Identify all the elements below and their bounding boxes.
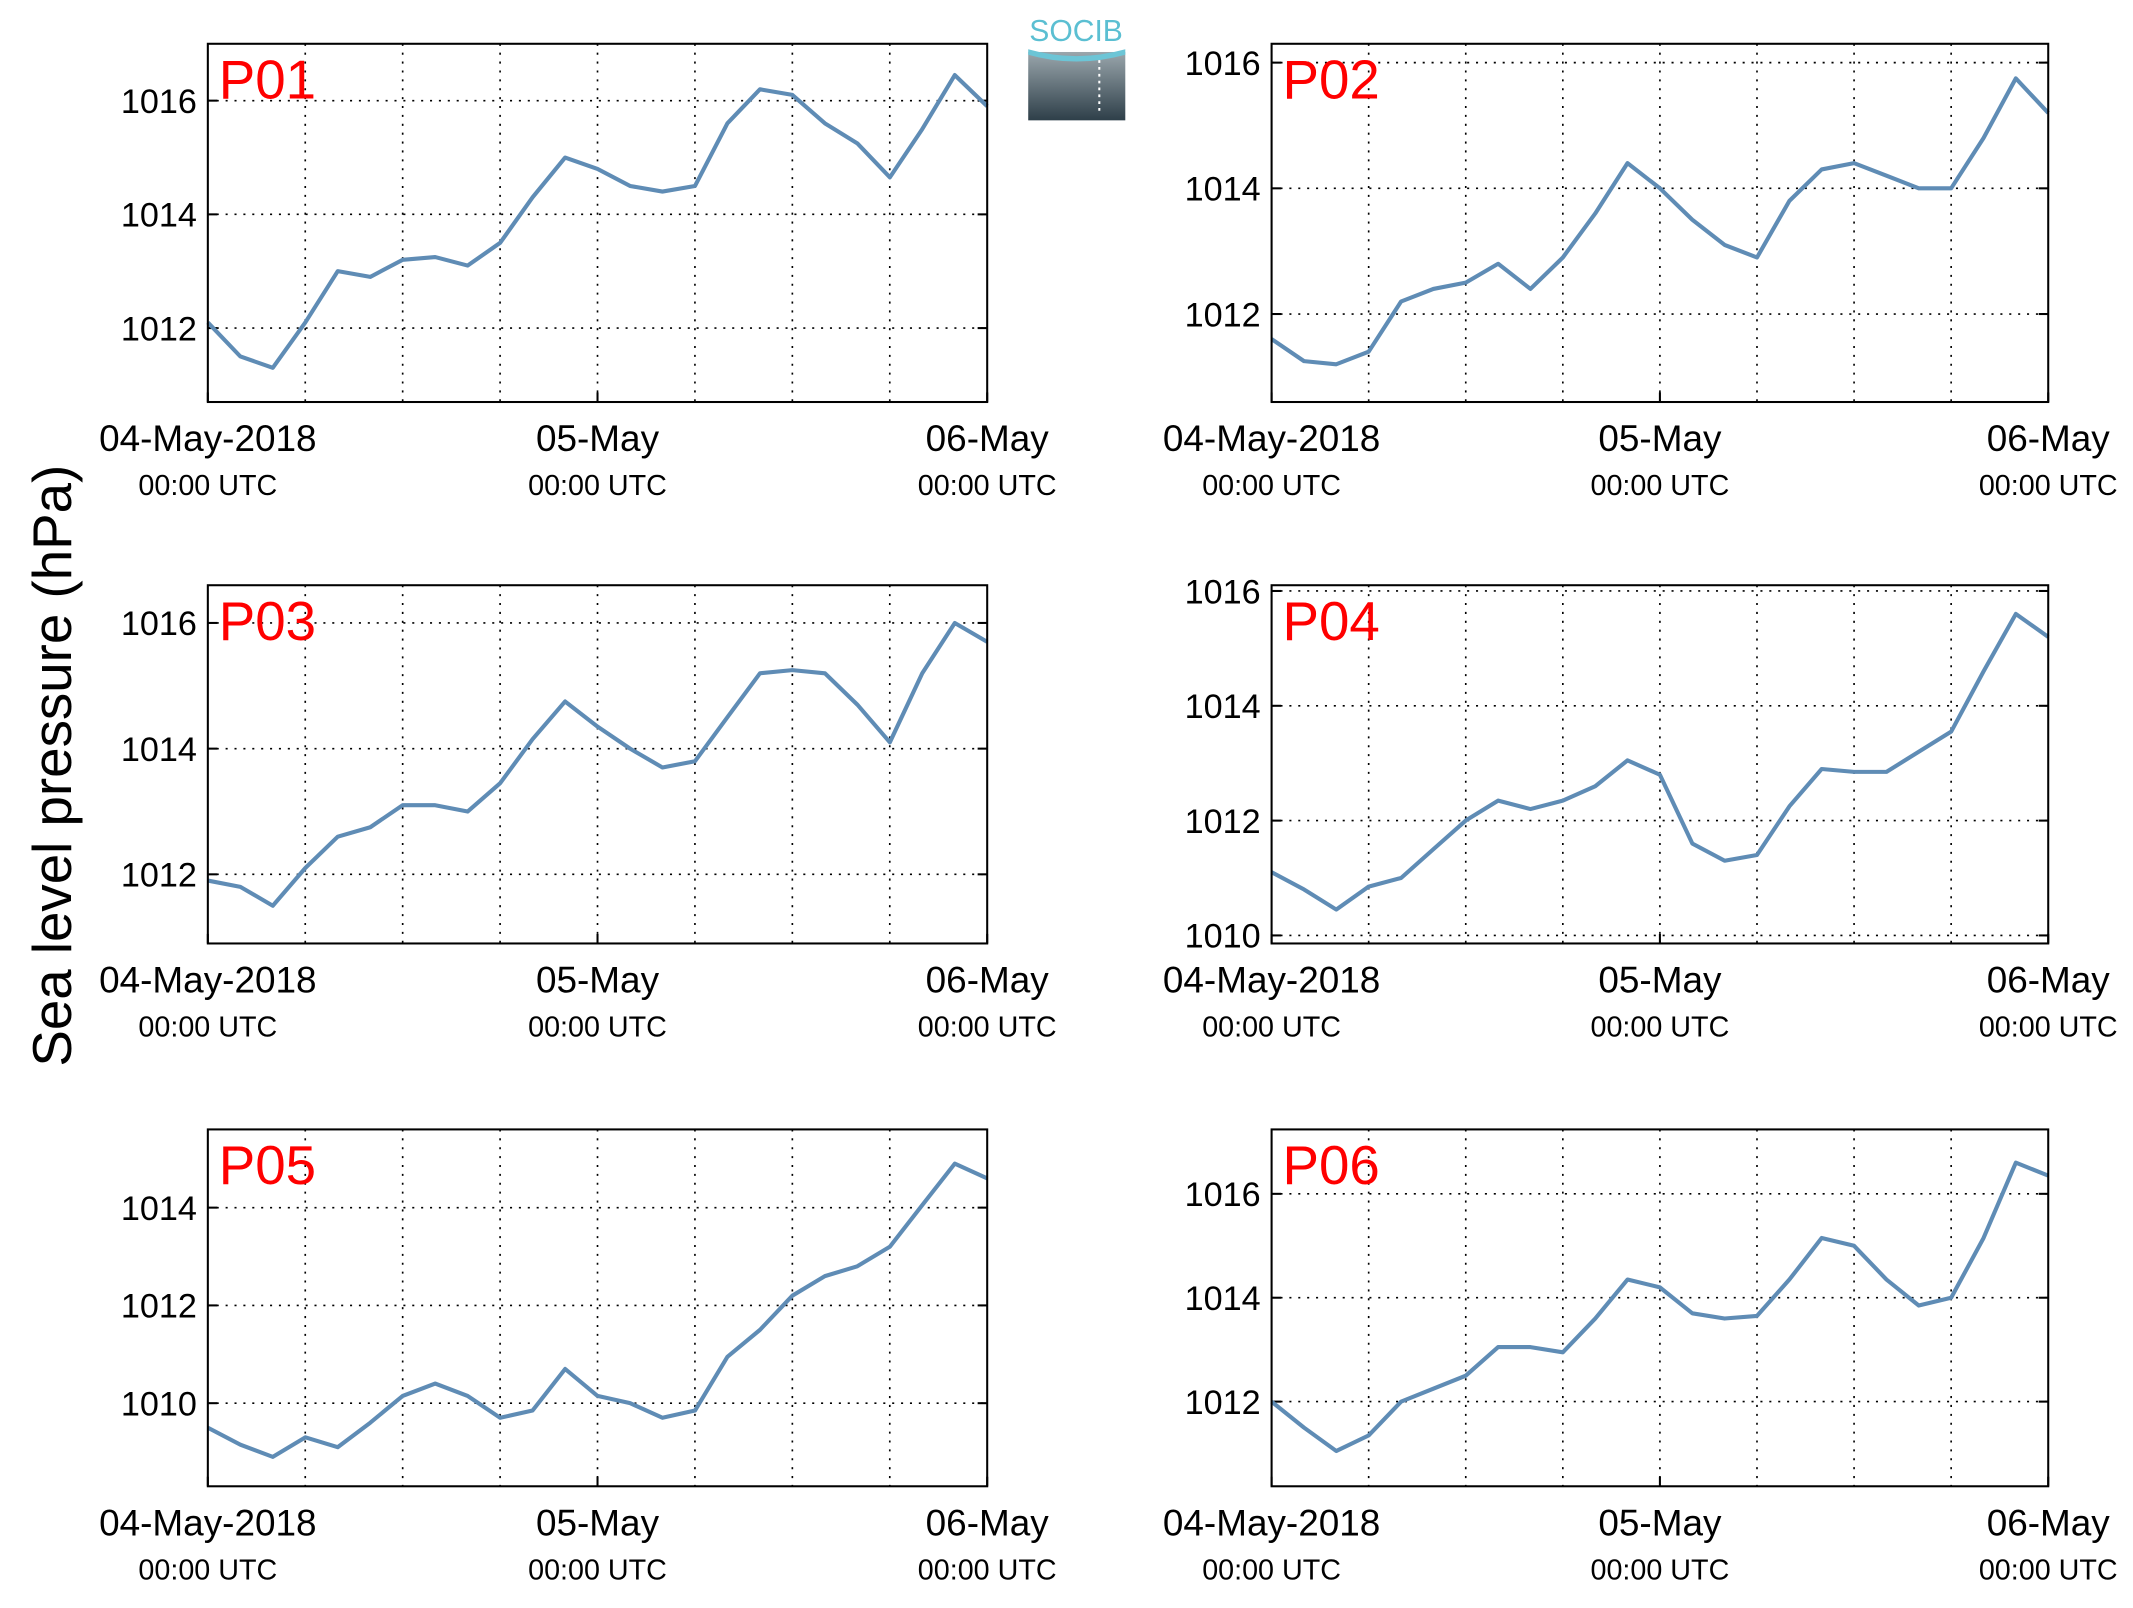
x-tick-label: 06-May: [926, 960, 1050, 1001]
y-tick-label: 1014: [1185, 171, 1261, 209]
y-tick-label: 1012: [121, 857, 197, 895]
y-tick-label: 1012: [1185, 1384, 1261, 1422]
x-tick-label: 05-May: [1598, 960, 1722, 1001]
plot-frame: [1270, 584, 2050, 945]
x-tick-sublabel: 00:00 UTC: [1202, 470, 1341, 502]
y-tick-label: 1016: [121, 605, 197, 643]
plot-frame: [1270, 1128, 2050, 1488]
plot-frame: [206, 1128, 989, 1488]
y-tick-label: 1010: [121, 1385, 197, 1423]
panel: 1012 1014 1016 04-May-2018 00:00 UTC 05-May 00…: [1163, 1128, 2118, 1586]
x-tick-label: 04-May-2018: [99, 418, 316, 459]
y-tick-label: 1012: [121, 1288, 197, 1326]
x-tick-sublabel: 00:00 UTC: [138, 470, 277, 502]
x-tick-label: 05-May: [1598, 1503, 1722, 1544]
logo-text: SOCIB: [1029, 15, 1123, 48]
x-tick-label: 05-May: [1598, 418, 1722, 459]
y-tick-label: 1014: [1185, 1280, 1261, 1318]
x-tick-sublabel: 00:00 UTC: [1591, 1554, 1730, 1586]
series-line: [1270, 76, 2050, 367]
y-tick-label: 1016: [1185, 573, 1261, 611]
x-tick-label: 05-May: [536, 960, 660, 1001]
x-tick-sublabel: 00:00 UTC: [1979, 1554, 2118, 1586]
plot-frame: [1270, 42, 2050, 404]
x-tick-label: 06-May: [1987, 1503, 2111, 1544]
panel-title: P05: [219, 1134, 316, 1196]
series-line: [1270, 611, 2050, 912]
panel-title: P01: [219, 48, 316, 110]
y-tick-label: 1012: [121, 310, 197, 348]
panel: 1010 1012 1014 04-May-2018 00:00 UTC 05-May 00…: [99, 1128, 1057, 1586]
x-tick-label: 06-May: [1987, 960, 2111, 1001]
x-tick-sublabel: 00:00 UTC: [918, 1554, 1057, 1586]
series-line: [206, 1161, 989, 1459]
series-line: [1270, 1160, 2049, 1454]
x-tick-sublabel: 00:00 UTC: [138, 1554, 277, 1586]
series-line: [207, 620, 989, 908]
x-tick-sublabel: 00:00 UTC: [528, 1011, 667, 1043]
x-tick-sublabel: 00:00 UTC: [1979, 1011, 2118, 1043]
panel-title: P03: [219, 590, 316, 652]
y-tick-label: 1014: [121, 1190, 197, 1228]
x-tick-label: 04-May-2018: [1163, 418, 1380, 459]
y-tick-label: 1014: [1185, 688, 1261, 726]
panel: 1012 1014 1016 04-May-2018 00:00 UTC 05-May 00…: [99, 42, 1057, 502]
x-tick-label: 06-May: [926, 1503, 1050, 1544]
x-tick-label: 04-May-2018: [1163, 960, 1380, 1001]
x-tick-sublabel: 00:00 UTC: [1979, 470, 2118, 502]
logo-block: [1028, 51, 1126, 121]
x-tick-label: 04-May-2018: [99, 1503, 316, 1544]
y-axis-label: Sea level pressure (hPa): [21, 465, 83, 1067]
panel: 1010 1012 1014 1016 04-May-2018 00:00 UTC 05-M…: [1163, 573, 2118, 1043]
x-tick-sublabel: 00:00 UTC: [528, 470, 667, 502]
x-tick-label: 05-May: [536, 418, 660, 459]
y-tick-label: 1012: [1185, 803, 1261, 841]
y-tick-label: 1016: [1185, 1176, 1261, 1214]
series-line: [206, 73, 989, 370]
panel-title: P02: [1283, 48, 1380, 110]
x-tick-sublabel: 00:00 UTC: [138, 1011, 277, 1043]
x-tick-sublabel: 00:00 UTC: [1591, 1011, 1730, 1043]
panel-title: P06: [1283, 1134, 1380, 1196]
x-tick-sublabel: 00:00 UTC: [918, 470, 1057, 502]
y-tick-label: 1016: [1185, 45, 1261, 83]
logo-wave: [1028, 49, 1126, 62]
x-tick-label: 04-May-2018: [99, 960, 316, 1001]
x-tick-label: 05-May: [536, 1503, 660, 1544]
y-tick-label: 1010: [1185, 918, 1261, 956]
plot-frame: [206, 584, 989, 945]
x-tick-sublabel: 00:00 UTC: [1202, 1554, 1341, 1586]
x-tick-sublabel: 00:00 UTC: [1202, 1011, 1341, 1043]
panel: 1012 1014 1016 04-May-2018 00:00 UTC 05-May 00…: [99, 584, 1057, 1043]
x-tick-sublabel: 00:00 UTC: [1591, 470, 1730, 502]
y-tick-label: 1016: [121, 83, 197, 121]
x-tick-label: 06-May: [1987, 418, 2111, 459]
x-tick-sublabel: 00:00 UTC: [918, 1011, 1057, 1043]
x-tick-label: 04-May-2018: [1163, 1503, 1380, 1544]
x-tick-sublabel: 00:00 UTC: [528, 1554, 667, 1586]
panel-title: P04: [1283, 590, 1380, 652]
y-tick-label: 1014: [121, 197, 197, 235]
y-tick-label: 1014: [121, 731, 197, 769]
y-tick-label: 1012: [1185, 296, 1261, 334]
logo: SOCIB: [1028, 15, 1126, 121]
x-tick-label: 06-May: [926, 418, 1050, 459]
plot-frame: [206, 42, 989, 404]
panel: 1012 1014 1016 04-May-2018 00:00 UTC 05-May 00…: [1163, 42, 2118, 502]
